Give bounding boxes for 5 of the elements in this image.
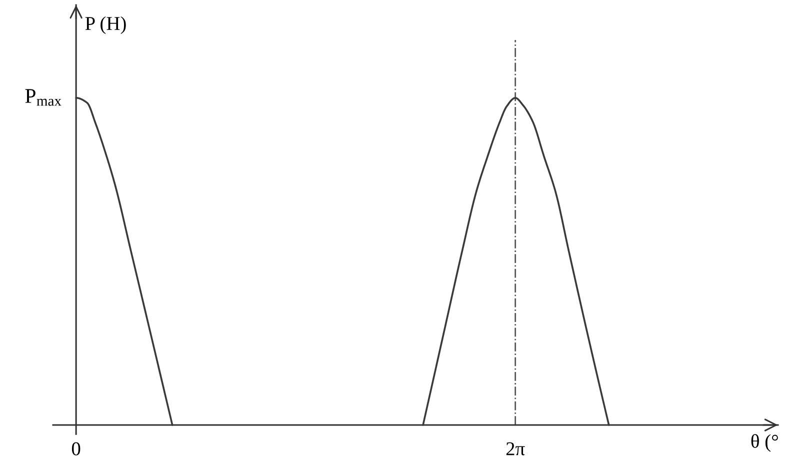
annotation: P$_{max}$ [25,89,62,106]
x-axis-title: θ (° [751,434,778,452]
y-axis-title: P (H) [85,16,126,34]
x-tick-label: 2π [506,442,525,456]
x-tick-label: 0 [72,442,80,456]
